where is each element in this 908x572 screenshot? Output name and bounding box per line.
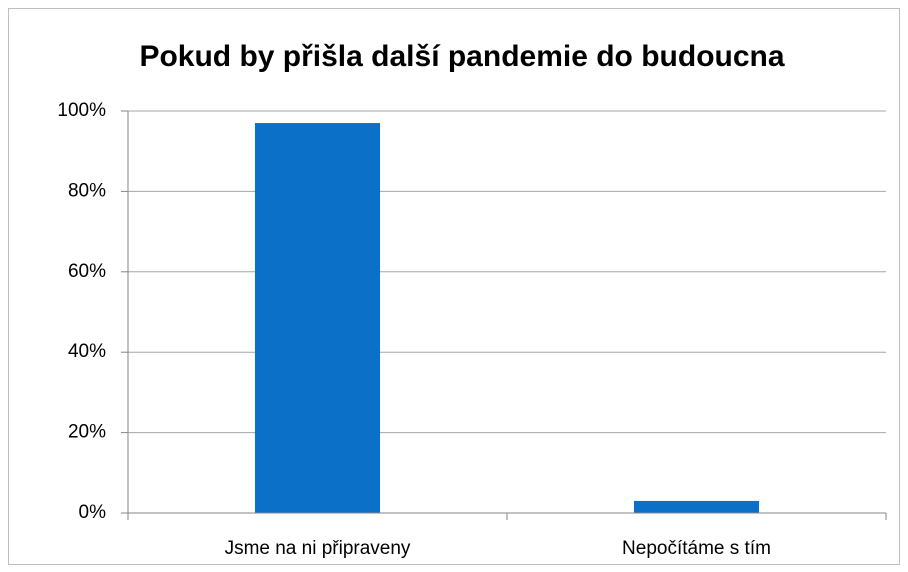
chart-frame bbox=[8, 8, 900, 565]
y-tick-label: 0% bbox=[79, 502, 107, 523]
bar bbox=[633, 500, 760, 513]
y-tick-label: 40% bbox=[68, 341, 106, 362]
y-tick-label: 60% bbox=[68, 261, 106, 282]
x-tick-label: Nepočítáme s tím bbox=[622, 538, 771, 559]
bar bbox=[254, 123, 381, 513]
chart-title: Pokud by přišla další pandemie do budouc… bbox=[139, 40, 784, 73]
y-tick-label: 100% bbox=[57, 100, 106, 121]
y-tick-label: 20% bbox=[68, 422, 106, 443]
y-tick-label: 80% bbox=[68, 180, 106, 201]
x-tick-label: Jsme na ni připraveny bbox=[225, 538, 411, 559]
